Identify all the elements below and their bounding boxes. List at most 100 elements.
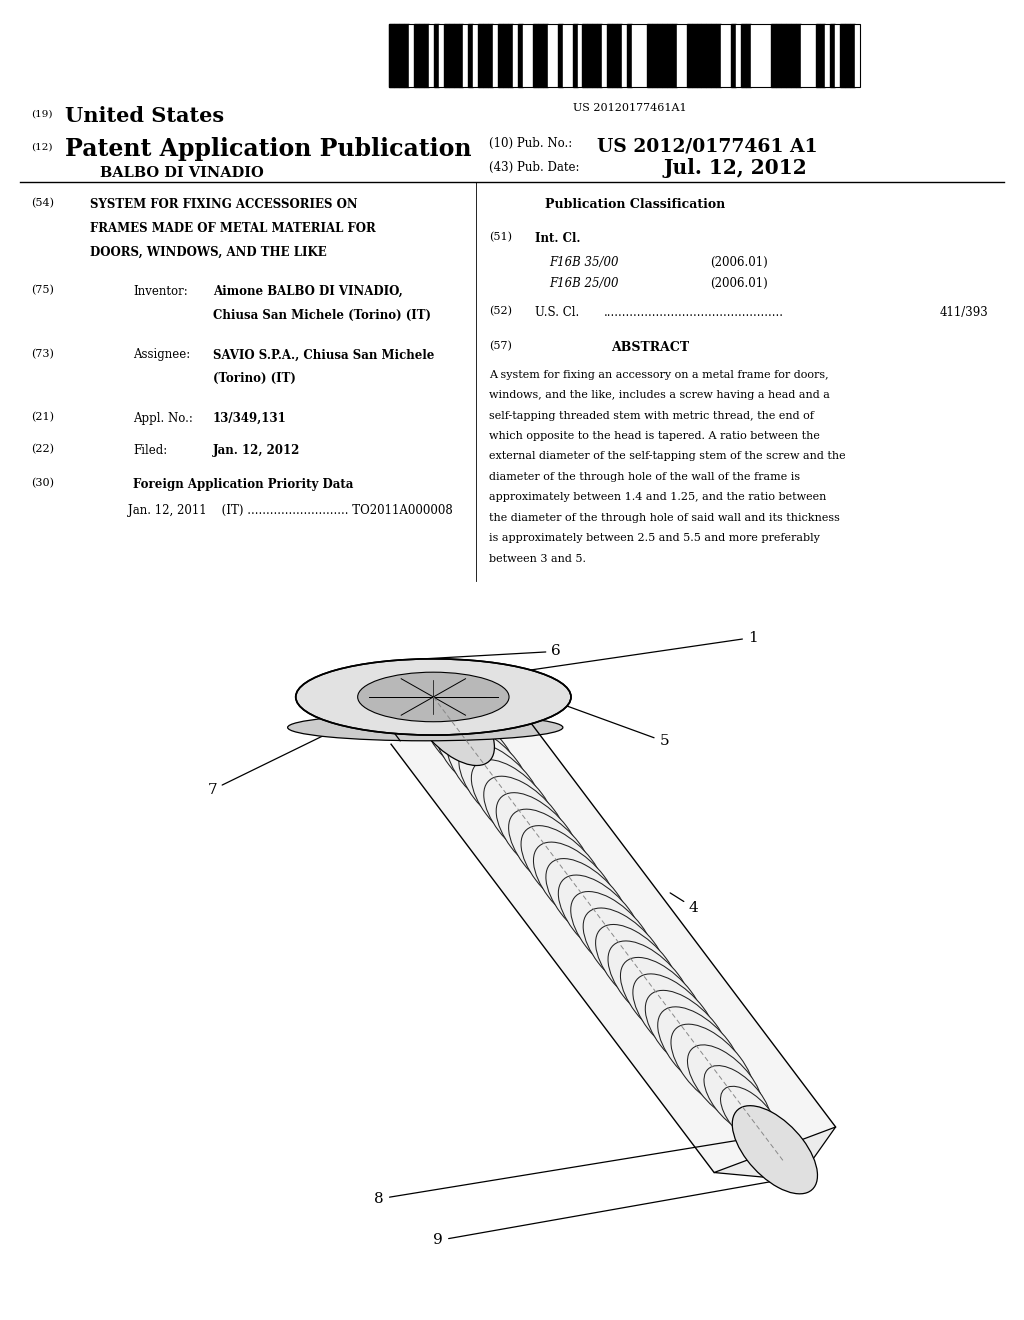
Ellipse shape [671, 1024, 755, 1110]
Ellipse shape [521, 825, 606, 913]
Bar [850, 24, 855, 87]
Ellipse shape [410, 677, 495, 766]
Text: (12): (12) [31, 143, 52, 152]
Bar [836, 24, 841, 87]
Text: US 20120177461A1: US 20120177461A1 [573, 103, 686, 114]
Bar [572, 24, 578, 87]
Bar [597, 24, 602, 87]
Bar [696, 24, 701, 87]
Ellipse shape [497, 793, 582, 880]
Text: 4: 4 [670, 892, 698, 915]
Ellipse shape [754, 1127, 797, 1172]
Text: FRAMES MADE OF METAL MATERIAL FOR: FRAMES MADE OF METAL MATERIAL FOR [90, 222, 376, 235]
Text: (2006.01): (2006.01) [710, 256, 767, 269]
Polygon shape [389, 686, 504, 741]
Ellipse shape [434, 710, 519, 799]
Bar [404, 24, 409, 87]
Bar [647, 24, 652, 87]
Ellipse shape [296, 659, 571, 735]
Text: diameter of the through hole of the wall of the frame is: diameter of the through hole of the wall… [489, 473, 801, 482]
Text: F16B 25/00: F16B 25/00 [549, 277, 618, 290]
Text: which opposite to the head is tapered. A ratio between the: which opposite to the head is tapered. A… [489, 430, 820, 441]
Bar [617, 24, 623, 87]
Bar [656, 24, 662, 87]
Bar [667, 24, 672, 87]
Bar [751, 24, 756, 87]
Text: (10) Pub. No.:: (10) Pub. No.: [489, 137, 572, 150]
Bar [627, 24, 632, 87]
Text: external diameter of the self-tapping stem of the screw and the: external diameter of the self-tapping st… [489, 451, 846, 462]
Bar [652, 24, 656, 87]
Bar [464, 24, 468, 87]
Bar [478, 24, 483, 87]
Polygon shape [391, 698, 836, 1172]
Bar [691, 24, 696, 87]
Text: (Torino) (IT): (Torino) (IT) [213, 372, 296, 385]
Text: Inventor:: Inventor: [133, 285, 187, 298]
Text: windows, and the like, includes a screw having a head and a: windows, and the like, includes a screw … [489, 391, 830, 400]
Bar [845, 24, 850, 87]
Bar [562, 24, 567, 87]
Bar [682, 24, 687, 87]
Ellipse shape [459, 743, 544, 832]
Ellipse shape [471, 760, 557, 847]
Text: United States: United States [65, 106, 223, 125]
Text: between 3 and 5.: between 3 and 5. [489, 554, 587, 564]
Ellipse shape [596, 924, 681, 1012]
Bar [543, 24, 548, 87]
Bar [468, 24, 473, 87]
Bar [776, 24, 781, 87]
Ellipse shape [657, 1007, 743, 1096]
Polygon shape [714, 1127, 836, 1180]
Bar [503, 24, 508, 87]
Bar [811, 24, 815, 87]
Bar [761, 24, 766, 87]
Bar [523, 24, 528, 87]
Bar [419, 24, 424, 87]
Text: Jul. 12, 2012: Jul. 12, 2012 [664, 158, 807, 178]
Text: F16B 35/00: F16B 35/00 [549, 256, 618, 269]
Text: A system for fixing an accessory on a metal frame for doors,: A system for fixing an accessory on a me… [489, 370, 829, 380]
Text: (57): (57) [489, 341, 512, 351]
Bar [607, 24, 612, 87]
Text: ................................................: ........................................… [604, 306, 784, 319]
Text: DOORS, WINDOWS, AND THE LIKE: DOORS, WINDOWS, AND THE LIKE [90, 246, 327, 259]
Bar [538, 24, 543, 87]
Text: (54): (54) [31, 198, 53, 209]
Bar [389, 24, 394, 87]
Bar [721, 24, 726, 87]
Ellipse shape [608, 941, 693, 1030]
Bar [438, 24, 443, 87]
Bar [483, 24, 488, 87]
Bar [771, 24, 776, 87]
Bar [662, 24, 667, 87]
Text: 6: 6 [426, 644, 561, 659]
Text: (2006.01): (2006.01) [710, 277, 767, 290]
Text: (21): (21) [31, 412, 53, 422]
Text: 411/393: 411/393 [940, 306, 989, 319]
Bar [424, 24, 429, 87]
Bar [588, 24, 593, 87]
Ellipse shape [534, 842, 618, 931]
Bar [796, 24, 801, 87]
Ellipse shape [509, 809, 594, 898]
Bar [741, 24, 746, 87]
Ellipse shape [737, 1107, 787, 1159]
Bar [815, 24, 820, 87]
Bar [473, 24, 478, 87]
Bar [841, 24, 845, 87]
Ellipse shape [732, 1106, 817, 1193]
Ellipse shape [583, 908, 669, 997]
Bar [766, 24, 771, 87]
Text: Filed:: Filed: [133, 444, 167, 457]
Bar [623, 24, 627, 87]
Text: approximately between 1.4 and 1.25, and the ratio between: approximately between 1.4 and 1.25, and … [489, 492, 826, 503]
Bar [746, 24, 751, 87]
Bar [785, 24, 791, 87]
Ellipse shape [422, 694, 507, 781]
Text: (73): (73) [31, 348, 53, 359]
Bar [578, 24, 583, 87]
Text: self-tapping threaded stem with metric thread, the end of: self-tapping threaded stem with metric t… [489, 411, 814, 421]
Ellipse shape [446, 727, 531, 814]
Ellipse shape [558, 875, 643, 964]
